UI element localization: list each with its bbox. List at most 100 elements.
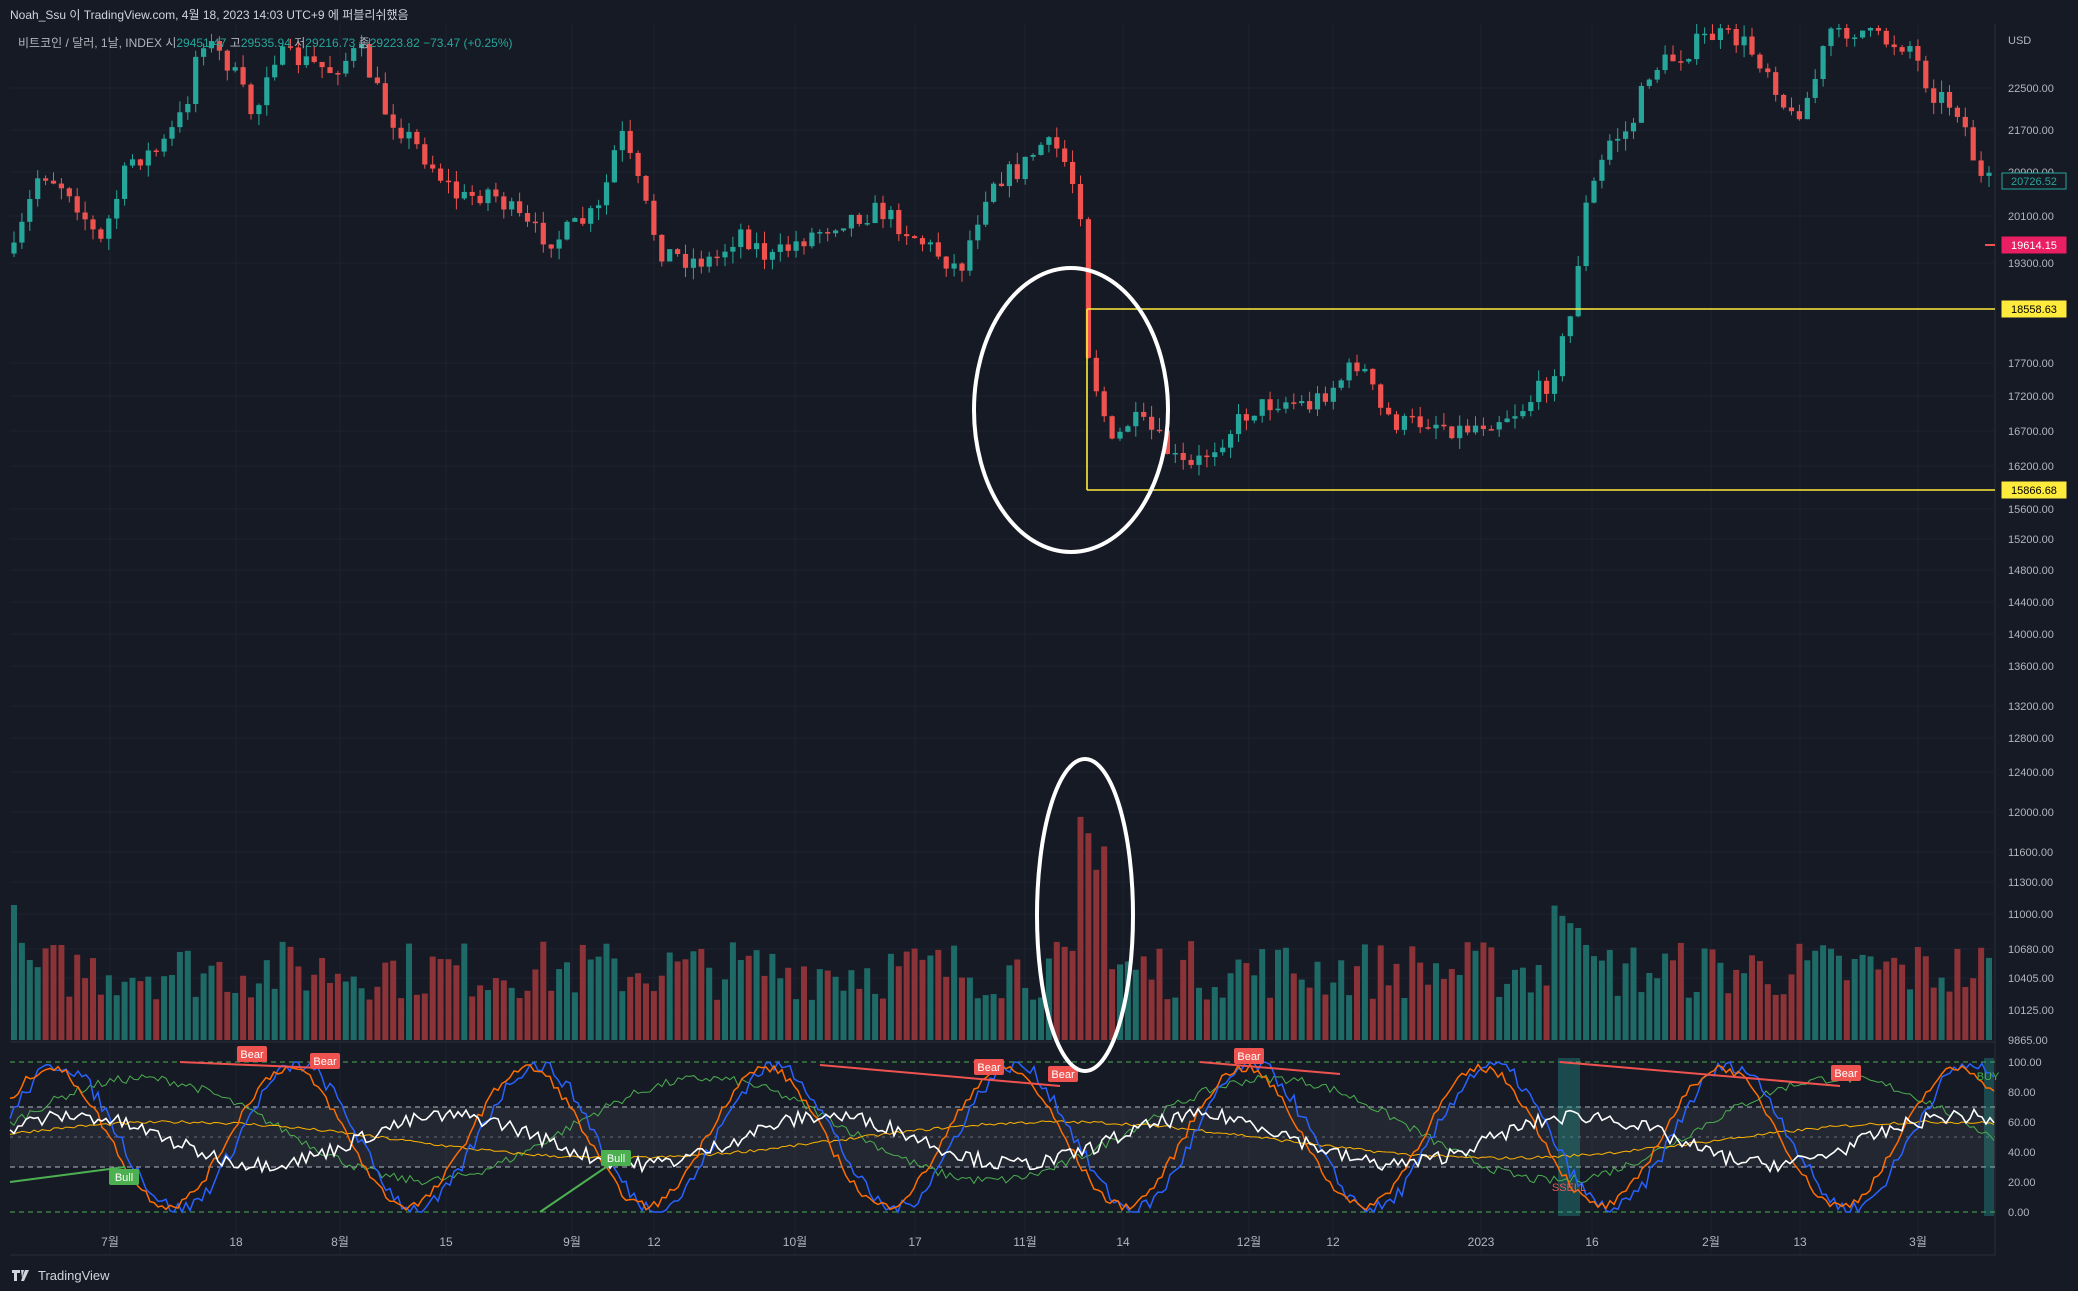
candle-body	[1828, 28, 1834, 47]
volume-bar	[769, 953, 776, 1040]
candle-body	[1939, 91, 1945, 103]
volume-bar	[1614, 995, 1621, 1040]
candle-body	[11, 242, 17, 254]
candle	[1686, 58, 1692, 64]
candle	[1623, 121, 1629, 151]
candle	[706, 251, 712, 273]
candle	[201, 43, 207, 66]
candle-body	[1583, 202, 1589, 267]
candle-body	[1891, 44, 1897, 48]
candle-body	[1046, 137, 1052, 145]
volume-bar	[737, 960, 744, 1040]
candle	[248, 82, 254, 120]
volume-bar	[492, 978, 499, 1040]
candle	[1133, 401, 1139, 437]
oscillator-tick-label: 20.00	[2008, 1177, 2036, 1189]
candle-body	[90, 219, 96, 230]
volume-bar	[1361, 944, 1368, 1040]
candle-body	[1354, 362, 1360, 372]
candle	[564, 220, 570, 241]
candle-body	[975, 224, 981, 241]
candle-body	[509, 201, 515, 210]
candle	[430, 155, 436, 173]
candle	[1678, 50, 1684, 71]
candle	[1085, 217, 1091, 359]
candle	[801, 238, 807, 255]
volume-bar	[1425, 984, 1432, 1040]
candle-body	[1204, 455, 1210, 458]
candle-body	[422, 144, 428, 165]
candle-body	[998, 183, 1005, 187]
volume-bar	[327, 982, 333, 1040]
candle-body	[1678, 61, 1684, 63]
time-axis: 7월 18 8월 15 9월 12 10월 17 11월 14 12월 12 2023 16 2월 13 3월	[101, 1235, 1927, 1249]
volume-bar	[1978, 947, 1985, 1040]
volume-bar	[729, 942, 736, 1040]
volume-bar	[200, 973, 207, 1040]
volume-bar	[1156, 948, 1163, 1040]
volume-bar	[1267, 997, 1274, 1040]
volume-bar	[90, 958, 96, 1040]
candle-body	[1062, 148, 1068, 162]
candle-body	[1875, 28, 1881, 31]
candle	[169, 120, 175, 147]
volume-bar	[74, 954, 81, 1040]
volume-bar	[1077, 816, 1084, 1040]
candle	[1449, 425, 1455, 440]
volume-bar	[548, 990, 555, 1040]
symbol-legend[interactable]: 비트코인 / 달러, 1날, INDEX 시29451.47 고29535.94…	[18, 34, 513, 51]
candle	[335, 70, 341, 86]
candle	[493, 182, 499, 203]
candle	[1220, 439, 1226, 456]
candle	[1480, 417, 1486, 437]
oscillator-tick-label: 60.00	[2008, 1117, 2036, 1129]
candle	[817, 229, 823, 244]
candle-body	[1417, 416, 1423, 428]
candle-body	[1488, 429, 1494, 431]
volume-bar	[1543, 985, 1550, 1040]
candle-body	[177, 112, 183, 128]
volume-bar	[1591, 956, 1597, 1040]
candle-body	[1954, 107, 1960, 117]
candle	[1804, 91, 1810, 120]
volume-bar	[1693, 992, 1700, 1040]
volume-bar	[1598, 960, 1605, 1040]
volume-bar	[1030, 999, 1037, 1040]
candle-body	[1709, 33, 1716, 40]
volume-bar	[1369, 998, 1376, 1040]
volume-bar	[366, 999, 373, 1040]
volume-bar	[279, 941, 286, 1040]
candle-body	[1725, 28, 1731, 30]
candle-body	[145, 150, 151, 166]
open-label: 시	[165, 36, 177, 50]
volume-bar	[469, 996, 476, 1040]
volume-bar	[1219, 997, 1226, 1040]
candle	[1544, 377, 1550, 403]
candle-body	[366, 43, 373, 78]
candle-body	[1654, 70, 1660, 80]
volume-bar	[540, 941, 547, 1040]
candle-body	[1615, 138, 1621, 141]
candle-body	[1386, 407, 1392, 415]
candle	[90, 215, 96, 240]
price-tick-label: 10405.00	[2008, 973, 2054, 985]
candle	[445, 168, 452, 194]
signal-zone	[1984, 1058, 1994, 1216]
symbol-name: 비트코인 / 달러, 1날, INDEX	[18, 36, 162, 50]
candle-body	[967, 240, 973, 271]
volume-bar	[832, 976, 839, 1040]
candle	[1559, 333, 1565, 382]
candle	[524, 205, 531, 227]
candle	[1180, 442, 1186, 470]
candle	[1733, 24, 1739, 53]
volume-bar	[105, 975, 112, 1040]
candle	[1520, 404, 1526, 419]
volume-bar	[1045, 958, 1052, 1040]
volume-bar	[137, 981, 144, 1040]
candle	[951, 254, 957, 277]
candle	[1978, 151, 1984, 183]
candle	[1267, 391, 1273, 421]
candle	[1915, 39, 1921, 72]
volume-bar	[1346, 995, 1353, 1040]
